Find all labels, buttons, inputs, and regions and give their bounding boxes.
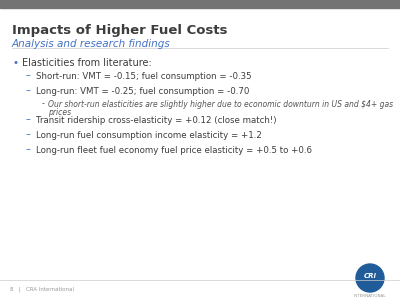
Text: –: –	[26, 114, 31, 124]
Text: Our short-run elasticities are slightly higher due to economic downturn in US an: Our short-run elasticities are slightly …	[48, 100, 393, 109]
Text: Short-run: VMT = -0.15; fuel consumption = -0.35: Short-run: VMT = -0.15; fuel consumption…	[36, 72, 252, 81]
Text: INTERNATIONAL: INTERNATIONAL	[354, 294, 386, 298]
Text: Elasticities from literature:: Elasticities from literature:	[22, 58, 152, 68]
Circle shape	[356, 264, 384, 292]
Text: Long-run: VMT = -0.25; fuel consumption = -0.70: Long-run: VMT = -0.25; fuel consumption …	[36, 87, 249, 96]
Text: 8   |   CRA International: 8 | CRA International	[10, 286, 74, 292]
Text: –: –	[26, 85, 31, 95]
Text: CRi: CRi	[364, 273, 376, 279]
Text: Transit ridership cross-elasticity = +0.12 (close match!): Transit ridership cross-elasticity = +0.…	[36, 116, 276, 125]
Text: -: -	[42, 99, 45, 108]
Bar	[0, 0, 400, 8]
Text: –: –	[26, 144, 31, 154]
Text: prices: prices	[48, 108, 71, 117]
Text: Long-run fleet fuel economy fuel price elasticity = +0.5 to +0.6: Long-run fleet fuel economy fuel price e…	[36, 146, 312, 155]
Text: Analysis and research findings: Analysis and research findings	[12, 39, 171, 49]
Text: •: •	[13, 58, 19, 68]
Text: Long-run fuel consumption income elasticity = +1.2: Long-run fuel consumption income elastic…	[36, 131, 262, 140]
Text: –: –	[26, 129, 31, 139]
Text: Impacts of Higher Fuel Costs: Impacts of Higher Fuel Costs	[12, 24, 228, 37]
Text: –: –	[26, 70, 31, 80]
